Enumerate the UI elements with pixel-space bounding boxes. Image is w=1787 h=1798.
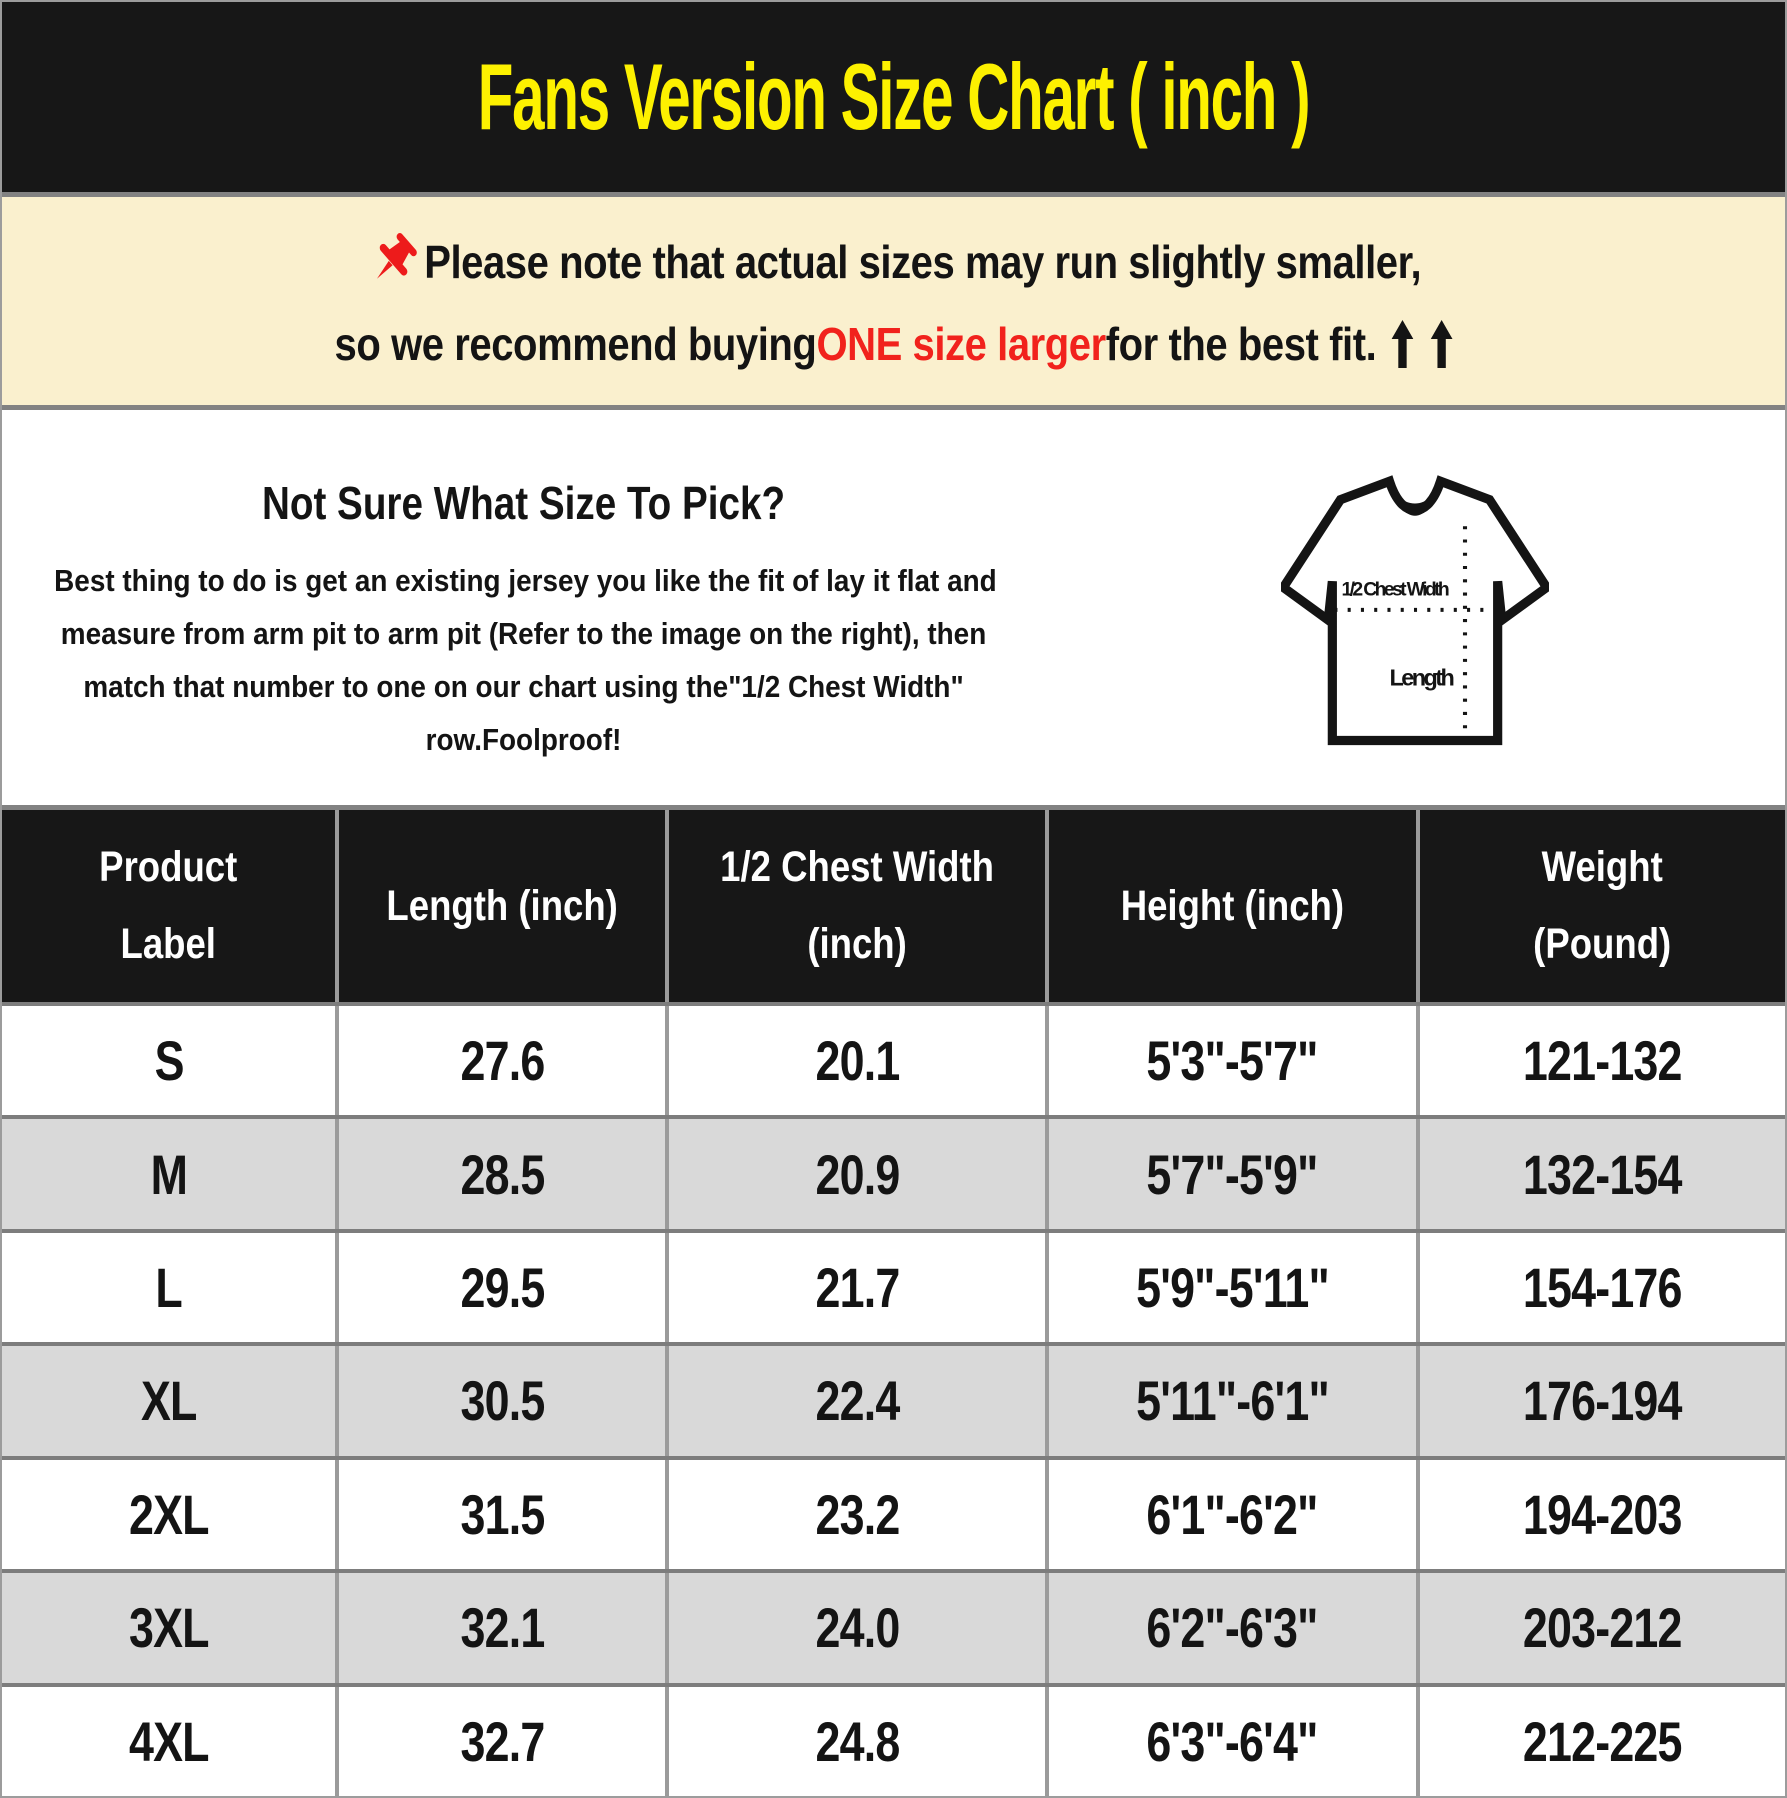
col-header-length: Length (inch) (335, 810, 666, 1002)
cell-height: 5'9"-5'11" (1045, 1232, 1416, 1343)
tshirt-diagram-icon: 1/2 Chest Width Length (1281, 474, 1550, 745)
cell-length: 30.5 (335, 1346, 665, 1456)
size-table-header-row: Product Label Length (inch) 1/2 Chest Wi… (2, 810, 1785, 1002)
notice-highlight: ONE size larger (816, 318, 1106, 370)
cell-height: 5'11"-6'1" (1045, 1346, 1416, 1456)
col-header-height: Height (inch) (1045, 810, 1416, 1002)
cell-length: 31.5 (335, 1459, 665, 1570)
table-row-2xl: 2XL 31.5 23.2 6'1"-6'2" 194-203 (2, 1455, 1785, 1570)
cell-weight: 176-194 (1415, 1346, 1785, 1456)
cell-weight: 121-132 (1415, 1006, 1785, 1116)
col-header-chest-width: 1/2 Chest Width (inch) (665, 810, 1046, 1002)
guide-heading: Not Sure What Size To Pick? (261, 477, 786, 529)
guide-body-line: match that number to one on our chart us… (83, 669, 964, 704)
table-row-4xl: 4XL 32.7 24.8 6'3"-6'4" 212-225 (2, 1682, 1785, 1796)
table-row-m: M 28.5 20.9 5'7"-5'9" 132-154 (2, 1115, 1785, 1229)
table-row-3xl: 3XL 32.1 24.0 6'2"-6'3" 203-212 (2, 1569, 1785, 1683)
cell-chest: 24.0 (665, 1573, 1045, 1683)
cell-chest: 22.4 (665, 1346, 1045, 1456)
table-row-l: L 29.5 21.7 5'9"-5'11" 154-176 (2, 1228, 1785, 1343)
page-title: Fans Version Size Chart ( inch ) (477, 44, 1311, 149)
cell-size-label: L (155, 1256, 182, 1320)
cell-size-label: M (150, 1142, 187, 1206)
cell-length: 32.7 (335, 1686, 665, 1796)
size-table: Product Label Length (inch) 1/2 Chest Wi… (2, 810, 1785, 1796)
cell-length: 27.6 (335, 1006, 665, 1116)
section-divider (2, 805, 1785, 810)
cell-height: 6'1"-6'2" (1045, 1459, 1416, 1570)
notice-text-1: Please note that actual sizes may run sl… (423, 236, 1421, 288)
cell-chest: 20.1 (665, 1006, 1045, 1116)
tshirt-measurement-diagram: 1/2 Chest Width Length (1045, 410, 1785, 805)
up-arrow-icon (1430, 320, 1453, 368)
length-label: Length (1390, 664, 1455, 690)
sizing-guide-text: Not Sure What Size To Pick? Best thing t… (2, 410, 1045, 805)
cell-size-label: 2XL (128, 1482, 210, 1546)
cell-length: 28.5 (335, 1119, 665, 1229)
cell-size-label: XL (140, 1369, 197, 1433)
up-arrow-icon (1391, 320, 1414, 368)
notice-line-1: Please note that actual sizes may run sl… (366, 231, 1421, 293)
section-divider (2, 192, 1785, 197)
notice-text-2-prefix: so we recommend buying (334, 318, 817, 370)
title-bar: Fans Version Size Chart ( inch ) (2, 2, 1785, 192)
notice-banner: Please note that actual sizes may run sl… (2, 197, 1785, 405)
table-row-xl: XL 30.5 22.4 5'11"-6'1" 176-194 (2, 1342, 1785, 1456)
sizing-guide-section: Not Sure What Size To Pick? Best thing t… (2, 410, 1785, 805)
cell-height: 5'3"-5'7" (1045, 1006, 1416, 1116)
guide-body-line: row.Foolproof! (425, 722, 622, 757)
cell-height: 6'3"-6'4" (1045, 1686, 1416, 1796)
cell-length: 32.1 (335, 1573, 665, 1683)
chest-width-label: 1/2 Chest Width (1342, 578, 1450, 600)
guide-body-line: Best thing to do is get an existing jers… (54, 563, 997, 598)
cell-height: 6'2"-6'3" (1045, 1573, 1416, 1683)
cell-size-label: 4XL (128, 1709, 210, 1773)
guide-body-line: measure from arm pit to arm pit (Refer t… (60, 616, 987, 651)
cell-size-label: 3XL (128, 1596, 210, 1660)
cell-length: 29.5 (335, 1232, 665, 1343)
cell-weight: 132-154 (1415, 1119, 1785, 1229)
col-header-weight: Weight (Pound) (1415, 810, 1785, 1002)
notice-text-2-suffix: for the best fit. (1105, 318, 1377, 370)
table-row-s: S 27.6 20.1 5'3"-5'7" 121-132 (2, 1002, 1785, 1116)
cell-chest: 23.2 (665, 1459, 1045, 1570)
cell-weight: 203-212 (1415, 1573, 1785, 1683)
cell-chest: 24.8 (665, 1686, 1045, 1796)
cell-weight: 212-225 (1415, 1686, 1785, 1796)
pushpin-icon (376, 233, 417, 279)
cell-weight: 154-176 (1415, 1232, 1785, 1343)
cell-size-label: S (154, 1029, 184, 1093)
cell-chest: 21.7 (665, 1232, 1045, 1343)
cell-chest: 20.9 (665, 1119, 1045, 1229)
section-divider (2, 405, 1785, 410)
notice-line-2: so we recommend buying ONE size larger f… (334, 317, 1453, 371)
cell-weight: 194-203 (1415, 1459, 1785, 1570)
col-header-product-label: Product Label (2, 810, 336, 1002)
cell-height: 5'7"-5'9" (1045, 1119, 1416, 1229)
up-arrows (1391, 320, 1453, 368)
